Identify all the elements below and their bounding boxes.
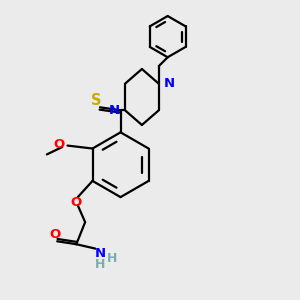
Text: H: H [95,258,106,271]
Text: H: H [107,252,117,265]
Text: N: N [109,104,120,117]
Text: O: O [49,228,60,241]
Text: O: O [71,196,82,209]
Text: N: N [164,77,175,90]
Text: O: O [54,138,65,151]
Text: N: N [95,248,106,260]
Text: S: S [91,93,102,108]
